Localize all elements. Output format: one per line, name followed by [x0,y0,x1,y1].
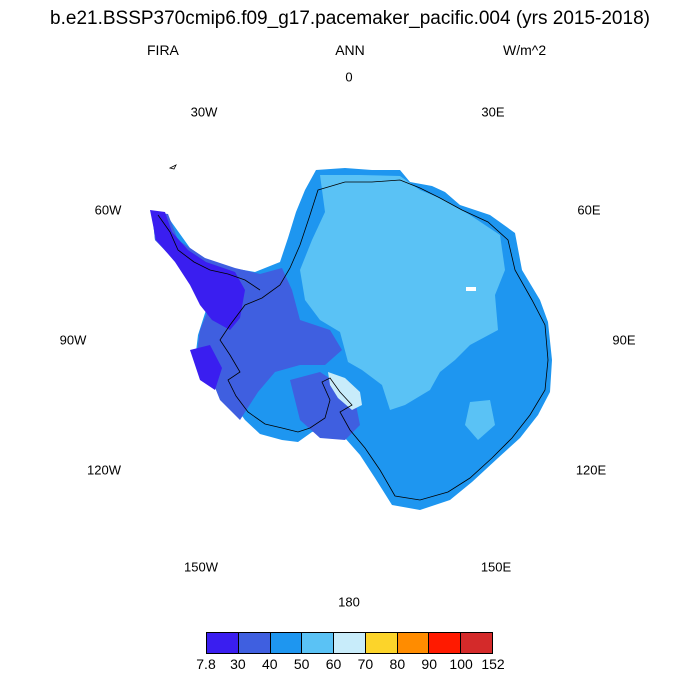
colorbar-label: 80 [389,656,406,672]
lon-label-90e: 90E [612,332,636,348]
coastline [219,179,549,501]
lon-label-180: 180 [338,594,360,610]
lon-label-120w: 120W [87,462,121,478]
lon-label-30e: 30E [481,104,505,120]
colorbar-swatch-1 [238,633,271,653]
variable-label: FIRA [147,42,179,58]
white-patch [466,287,476,291]
lon-label-60e: 60E [577,202,601,218]
colorbar-label: 30 [230,656,246,672]
colorbar-swatch-5 [365,633,398,653]
island-south-georgia [168,164,177,170]
lon-label-0: 0 [345,69,353,85]
colorbar-label: 70 [357,656,374,672]
lon-label-150w: 150W [184,559,218,575]
region-high [300,175,505,410]
colorbar [206,632,493,654]
colorbar-swatch-8 [461,633,493,653]
colorbar-swatch-6 [397,633,430,653]
colorbar-label: 90 [421,656,438,672]
units-label: W/m^2 [503,42,547,58]
colorbar-swatch-2 [270,633,303,653]
lon-label-30w: 30W [190,104,218,120]
colorbar-swatch-3 [302,633,335,653]
lon-label-120e: 120E [575,462,607,478]
colorbar-label: 60 [325,656,342,672]
colorbar-label: 40 [261,656,278,672]
region-lowest-coast [190,345,222,390]
plot-title: b.e21.BSSP370cmip6.f09_g17.pacemaker_pac… [50,8,650,29]
lon-label-90w: 90W [59,332,87,348]
colorbar-swatch-7 [429,633,462,653]
colorbar-label: 152 [481,656,505,672]
lon-label-150e: 150E [480,559,512,575]
colorbar-swatch-0 [207,633,239,653]
colorbar-label: 50 [293,656,310,672]
region-high-east [465,400,495,440]
region-ice-shelf [328,372,362,410]
colorbar-label: 7.8 [196,656,216,672]
colorbar-label: 100 [449,656,473,672]
colorbar-swatch-4 [334,633,366,653]
period-label: ANN [335,42,365,58]
lon-label-60w: 60W [94,202,122,218]
coastline-peninsula [157,214,261,291]
